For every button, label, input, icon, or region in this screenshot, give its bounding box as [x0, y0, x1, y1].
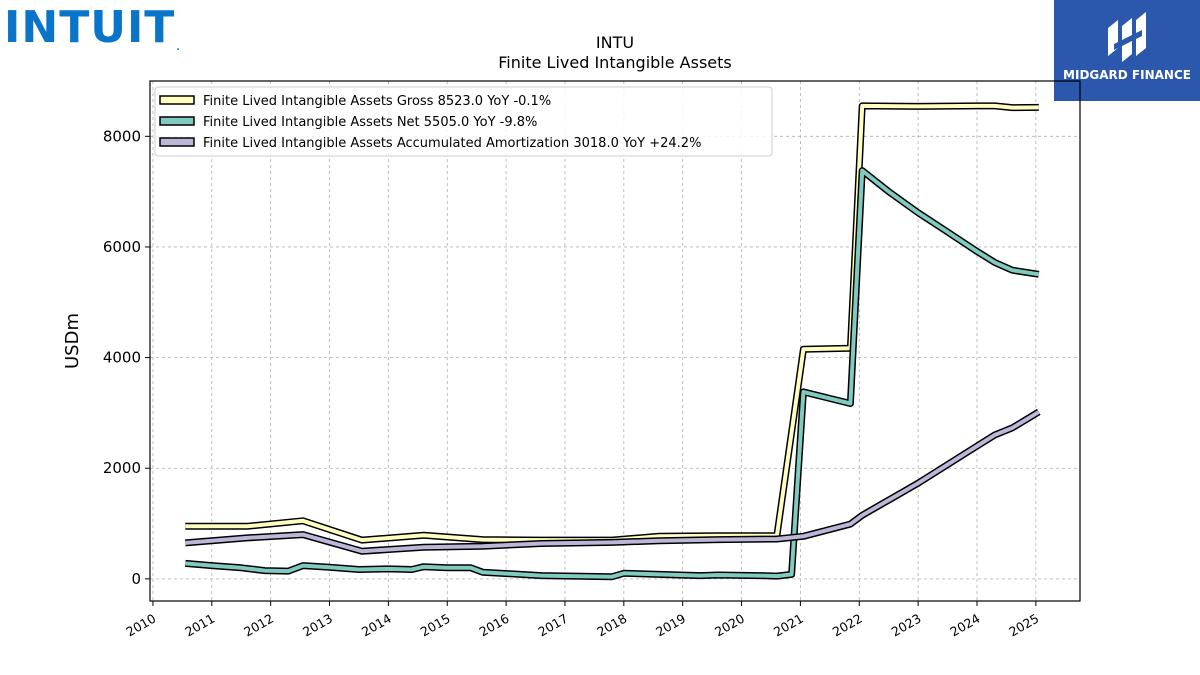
legend-swatch-2: [159, 116, 195, 126]
y-tick-label: 2000: [103, 459, 141, 477]
x-tick-label: 2013: [300, 611, 335, 640]
x-tick-label: 2024: [947, 611, 982, 640]
series-line-2: [185, 168, 1040, 579]
plot-area: [149, 80, 1081, 602]
midgard-finance-logo: MIDGARD FINANCE: [1054, 0, 1200, 101]
x-tick-label: 2018: [594, 611, 629, 640]
series-line-3: [185, 410, 1040, 554]
x-tick-label: 2011: [182, 611, 217, 640]
x-tick-label: 2025: [1006, 611, 1041, 640]
chart-subtitle: Finite Lived Intangible Assets: [498, 53, 731, 72]
legend-swatch-3: [159, 137, 195, 147]
x-tick-label: 2022: [830, 611, 865, 640]
legend-box: [154, 86, 773, 157]
series-line-1: [185, 103, 1039, 543]
x-tick-label: 2015: [418, 611, 453, 640]
legend-entry-1: Finite Lived Intangible Assets Gross 852…: [203, 94, 551, 109]
legend-entry-2: Finite Lived Intangible Assets Net 5505.…: [203, 115, 537, 130]
x-tick-label: 2016: [477, 611, 512, 640]
y-axis-label: USDm: [62, 313, 83, 369]
x-tick-label: 2017: [535, 611, 570, 640]
midgard-logo-text: MIDGARD FINANCE: [1063, 68, 1191, 82]
legend-swatch-1: [159, 95, 195, 105]
intuit-logo-mark: .: [176, 43, 181, 53]
y-tick-label: 4000: [103, 349, 141, 367]
legend-entry-3: Finite Lived Intangible Assets Accumulat…: [203, 136, 701, 151]
x-tick-label: 2019: [653, 611, 688, 640]
x-tick-label: 2021: [771, 611, 806, 640]
intuit-logo-text: INTUIT: [4, 2, 176, 53]
chart-title: INTU: [596, 33, 634, 52]
intuit-logo: INTUIT.: [4, 2, 181, 53]
series-line-outline-1: [185, 102, 1039, 544]
x-tick-label: 2020: [712, 611, 747, 640]
x-tick-label: 2010: [123, 611, 158, 640]
y-tick-label: 8000: [103, 127, 141, 145]
series-line-outline-2: [185, 167, 1040, 581]
x-tick-label: 2012: [241, 611, 276, 640]
y-tick-label: 0: [131, 570, 141, 588]
midgard-logo-icon: [1108, 12, 1146, 62]
x-tick-label: 2023: [889, 611, 924, 640]
x-tick-label: 2014: [359, 611, 394, 640]
y-tick-label: 6000: [103, 238, 141, 256]
series-line-outline-3: [185, 408, 1041, 555]
